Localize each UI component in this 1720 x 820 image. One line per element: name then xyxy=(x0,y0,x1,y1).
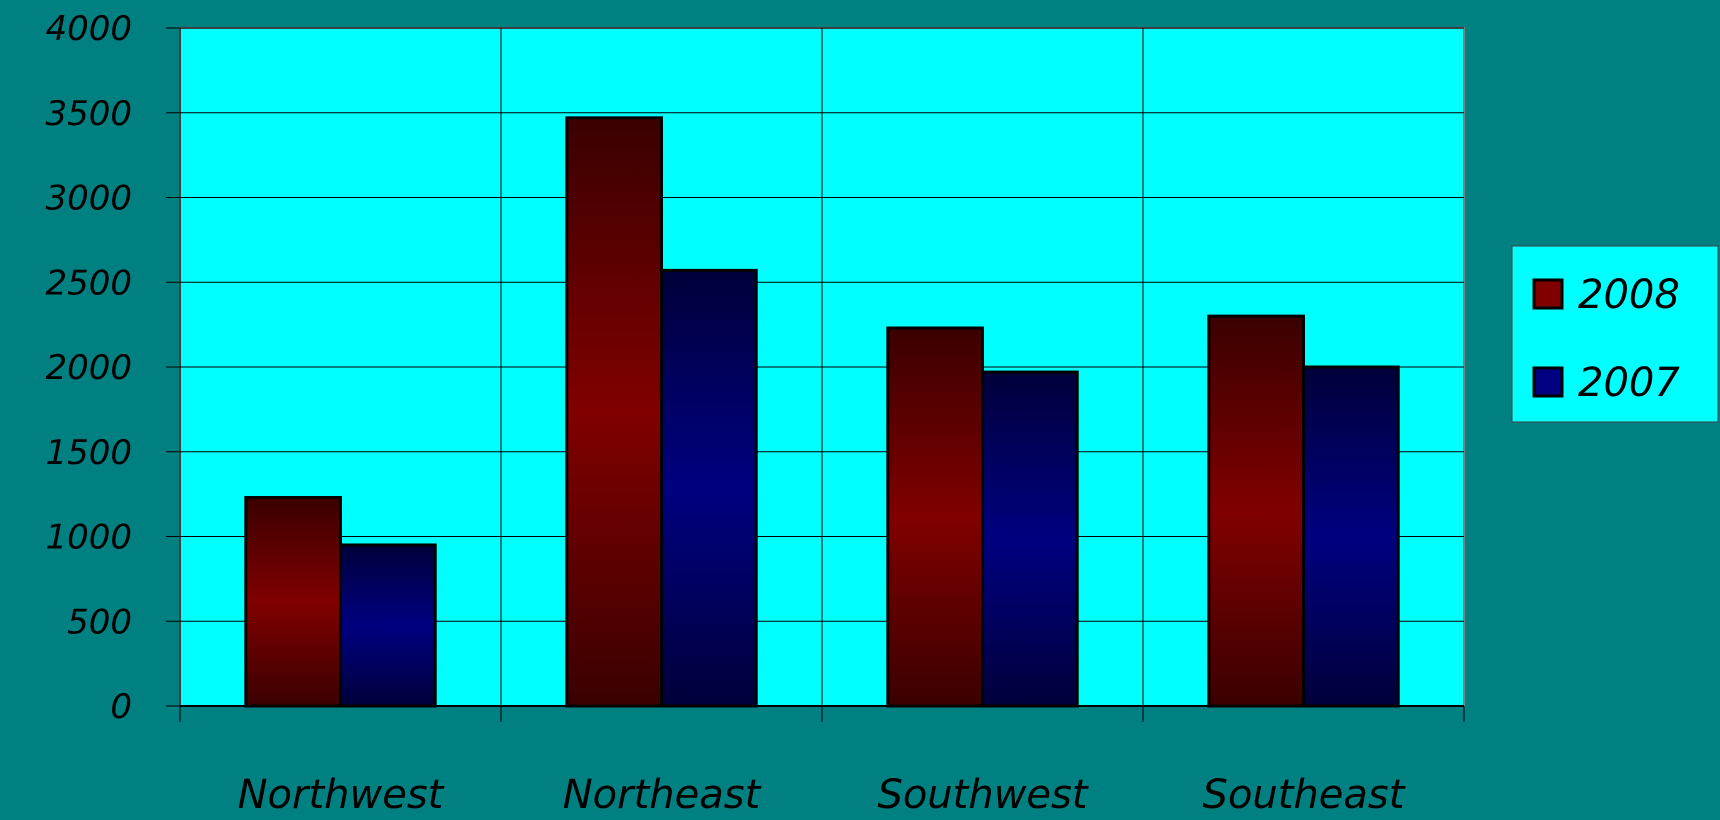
bar-2007-southeast xyxy=(1302,365,1400,708)
bar-2007-northeast xyxy=(660,268,758,708)
y-tick-labels: 0 500 1000 1500 2000 2500 3000 3500 4000 xyxy=(45,9,132,727)
axes xyxy=(166,27,1465,722)
y-tick-label: 1500 xyxy=(45,433,132,473)
legend: 2008 2007 xyxy=(1511,245,1719,423)
y-tick-label: 0 xyxy=(110,687,132,727)
category-label: Southeast xyxy=(1203,772,1406,815)
bar-2007-southwest xyxy=(981,370,1079,708)
bar-2008-northwest xyxy=(244,496,342,708)
category-label: Northeast xyxy=(563,772,762,815)
category-label: Northwest xyxy=(238,772,445,815)
legend-swatch-2007 xyxy=(1532,366,1564,398)
category-label: Southwest xyxy=(877,772,1088,815)
y-tick-label: 3500 xyxy=(45,94,132,134)
bar-2007-northwest xyxy=(339,543,437,708)
y-tick-label: 2500 xyxy=(45,263,132,303)
legend-swatch-2008 xyxy=(1532,278,1564,310)
y-tick-label: 2000 xyxy=(45,348,132,388)
bar-2008-southeast xyxy=(1207,314,1306,708)
legend-label-2007: 2007 xyxy=(1578,360,1680,406)
bars xyxy=(244,116,1400,708)
legend-label-2008: 2008 xyxy=(1578,272,1680,318)
bar-2008-northeast xyxy=(565,116,663,708)
category-labels: Northwest Northeast Southwest Southeast xyxy=(238,772,1406,818)
y-tick-label: 500 xyxy=(67,602,132,642)
y-tick-label: 4000 xyxy=(45,9,132,49)
y-tick-label: 1000 xyxy=(45,518,132,558)
bar-2008-southwest xyxy=(886,326,984,708)
y-tick-label: 3000 xyxy=(45,179,132,219)
